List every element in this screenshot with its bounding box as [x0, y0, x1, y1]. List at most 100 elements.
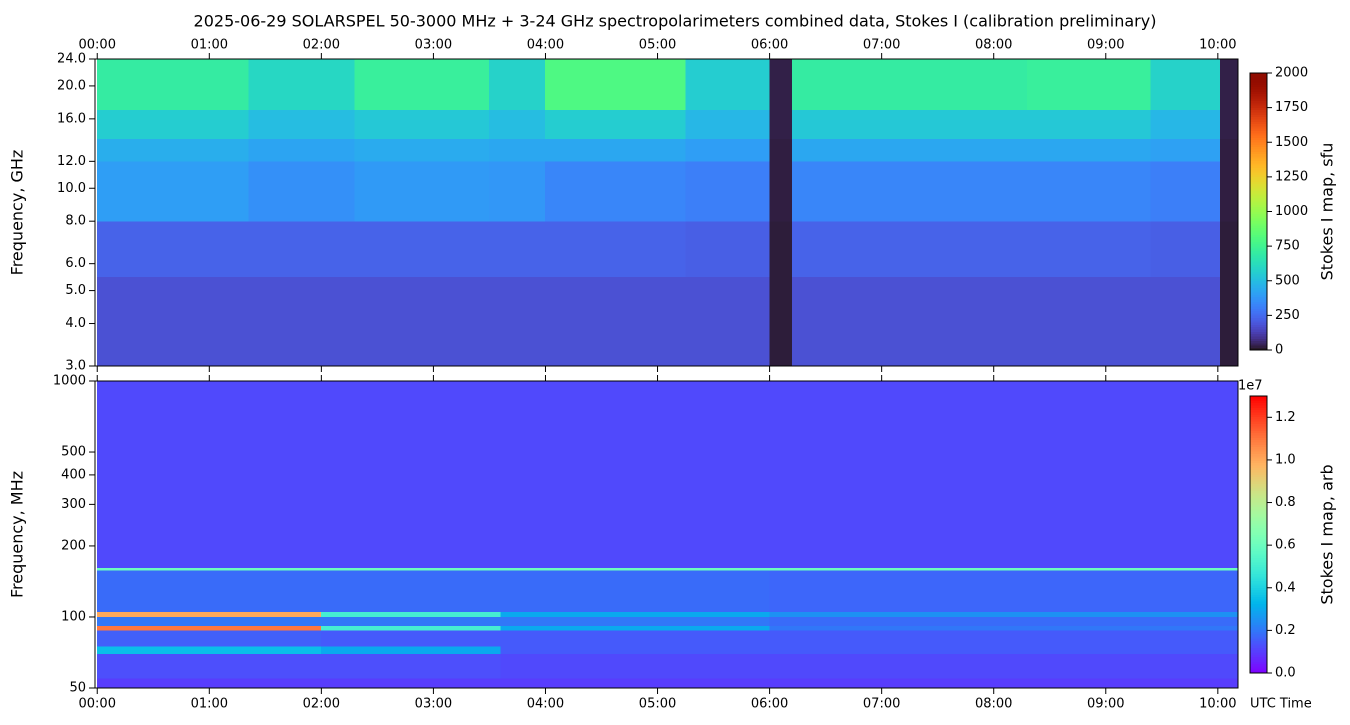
colorbar-strip — [1250, 451, 1267, 455]
colorbar-strip — [1250, 176, 1267, 180]
heatmap-cell — [354, 276, 490, 367]
x-tick-label: 07:00 — [863, 697, 900, 712]
colorbar-strip — [1250, 421, 1267, 424]
colorbar-strip — [1250, 336, 1267, 339]
colorbar-strip — [1250, 322, 1267, 325]
colorbar-strip — [1250, 462, 1267, 466]
x-tick-label: 09:00 — [1087, 38, 1124, 53]
colorbar-strip — [1250, 555, 1267, 558]
colorbar-strip — [1250, 199, 1267, 203]
colorbar-strip — [1250, 532, 1267, 535]
heatmap-cell — [545, 109, 686, 139]
colorbar-strip — [1250, 89, 1267, 92]
colorbar-strip — [1250, 458, 1267, 461]
colorbar-strip — [1250, 126, 1267, 129]
heatmap-cell — [96, 646, 322, 654]
colorbar-strip — [1250, 276, 1267, 279]
colorbar-strip — [1250, 562, 1267, 565]
heatmap-cell — [769, 611, 1239, 618]
colorbar-strip — [1250, 262, 1267, 265]
colorbar-strip — [1250, 587, 1267, 591]
colorbar-strip — [1250, 476, 1267, 480]
heatmap-cell — [769, 161, 793, 222]
x-tick-label: 04:00 — [527, 38, 564, 53]
colorbar-strip — [1250, 456, 1267, 459]
colorbar-strip — [1250, 486, 1267, 489]
heatmap-cell — [1150, 220, 1221, 277]
colorbar-strip — [1250, 509, 1267, 512]
colorbar-strip — [1250, 116, 1267, 120]
heatmap-cell — [489, 276, 546, 367]
heatmap-cell — [248, 138, 356, 162]
figure-title: 2025-06-29 SOLARSPEL 50-3000 MHz + 3-24 … — [194, 12, 1157, 31]
colorbar-strip — [1250, 310, 1267, 314]
heatmap-cell — [489, 220, 546, 277]
heatmap-cell — [685, 58, 770, 111]
colorbar-strip — [1250, 165, 1267, 168]
heatmap-cell — [500, 569, 770, 613]
colorbar-strip — [1250, 407, 1267, 411]
colorbar-tick-label: 1000 — [1275, 204, 1308, 219]
colorbar-strip — [1250, 347, 1267, 351]
colorbar-strip — [1250, 73, 1267, 76]
heatmap-cell — [769, 276, 793, 367]
x-tick-label: 06:00 — [751, 38, 788, 53]
colorbar-strip — [1250, 296, 1267, 300]
colorbar-strip — [1250, 93, 1267, 97]
heatmap-cell — [96, 58, 249, 111]
y-tick-label: 24.0 — [57, 52, 86, 67]
colorbar-strip — [1250, 100, 1267, 104]
heatmap-cell — [489, 138, 546, 162]
heatmap-cell — [96, 161, 249, 222]
colorbar-strip — [1250, 488, 1267, 491]
colorbar-strip — [1250, 423, 1267, 427]
heatmap-cell — [685, 109, 770, 139]
colorbar-strip — [1250, 419, 1267, 422]
colorbar-strip — [1250, 594, 1267, 598]
colorbar-strip — [1250, 133, 1267, 136]
colorbar-strip — [1250, 333, 1267, 337]
colorbar-strip — [1250, 659, 1267, 662]
colorbar-strip — [1250, 469, 1267, 473]
colorbar-strip — [1250, 543, 1267, 547]
heatmap-cell — [96, 276, 249, 367]
heatmap-cell — [545, 161, 686, 222]
x-tick-label: 07:00 — [863, 38, 900, 53]
heatmap-cell — [685, 161, 770, 222]
heatmap-cell — [1027, 138, 1151, 162]
x-tick-label: 06:00 — [751, 697, 788, 712]
colorbar-strip — [1250, 179, 1267, 182]
colorbar-strip — [1250, 241, 1267, 245]
colorbar-strip — [1250, 603, 1267, 607]
colorbar-strip — [1250, 636, 1267, 639]
colorbar-strip — [1250, 518, 1267, 521]
colorbar-strip — [1250, 430, 1267, 434]
heatmap-cell — [354, 161, 490, 222]
heatmap-cell — [1027, 58, 1151, 111]
x-tick-label: 03:00 — [415, 38, 452, 53]
colorbar-strip — [1250, 546, 1267, 549]
colorbar-strip — [1250, 615, 1267, 618]
heatmap-cell — [769, 625, 1239, 631]
heatmap-cell — [769, 567, 1239, 571]
colorbar-tick-label: 250 — [1275, 308, 1300, 323]
colorbar-strip — [1250, 576, 1267, 579]
x-tick-label: 05:00 — [639, 38, 676, 53]
colorbar-strip — [1250, 105, 1267, 108]
colorbar-strip — [1250, 645, 1267, 648]
colorbar-tick-label: 1.2 — [1275, 410, 1296, 425]
colorbar-strip — [1250, 668, 1267, 671]
heatmap-cell — [1027, 276, 1151, 367]
x-tick-label: 10:00 — [1199, 38, 1236, 53]
heatmap-cell — [248, 276, 356, 367]
heatmap-cell — [96, 625, 322, 631]
colorbar-strip — [1250, 285, 1267, 288]
heatmap-cell — [791, 276, 1028, 367]
y-tick-label: 12.0 — [57, 154, 86, 169]
colorbar-label: Stokes I map, arb — [1318, 464, 1337, 604]
heatmap-cell — [96, 611, 322, 618]
colorbar-strip — [1250, 592, 1267, 595]
colorbar-strip — [1250, 195, 1267, 198]
colorbar-strip — [1250, 409, 1267, 413]
